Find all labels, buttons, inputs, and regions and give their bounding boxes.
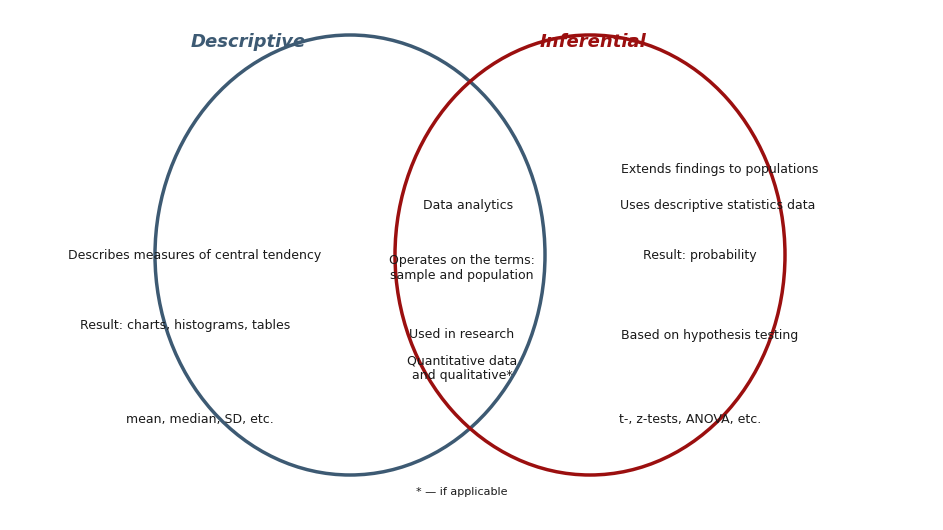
Text: Describes measures of central tendency: Describes measures of central tendency — [69, 249, 322, 261]
Text: t-, z-tests, ANOVA, etc.: t-, z-tests, ANOVA, etc. — [619, 413, 761, 427]
Text: Descriptive: Descriptive — [190, 33, 306, 51]
Text: Result: probability: Result: probability — [643, 249, 757, 261]
Text: Quantitative data
and qualitative*: Quantitative data and qualitative* — [406, 354, 517, 382]
Text: Extends findings to populations: Extends findings to populations — [621, 163, 819, 176]
Text: Uses descriptive statistics data: Uses descriptive statistics data — [620, 199, 816, 211]
Text: Result: charts, histograms, tables: Result: charts, histograms, tables — [80, 319, 290, 331]
Text: Operates on the terms:
sample and population: Operates on the terms: sample and popula… — [389, 254, 535, 282]
Text: Data analytics: Data analytics — [423, 199, 513, 211]
Text: * — if applicable: * — if applicable — [416, 487, 507, 497]
Text: mean, median, SD, etc.: mean, median, SD, etc. — [126, 413, 273, 427]
Text: Used in research: Used in research — [409, 329, 515, 341]
Text: Inferential: Inferential — [539, 33, 646, 51]
Text: Based on hypothesis testing: Based on hypothesis testing — [621, 329, 799, 341]
